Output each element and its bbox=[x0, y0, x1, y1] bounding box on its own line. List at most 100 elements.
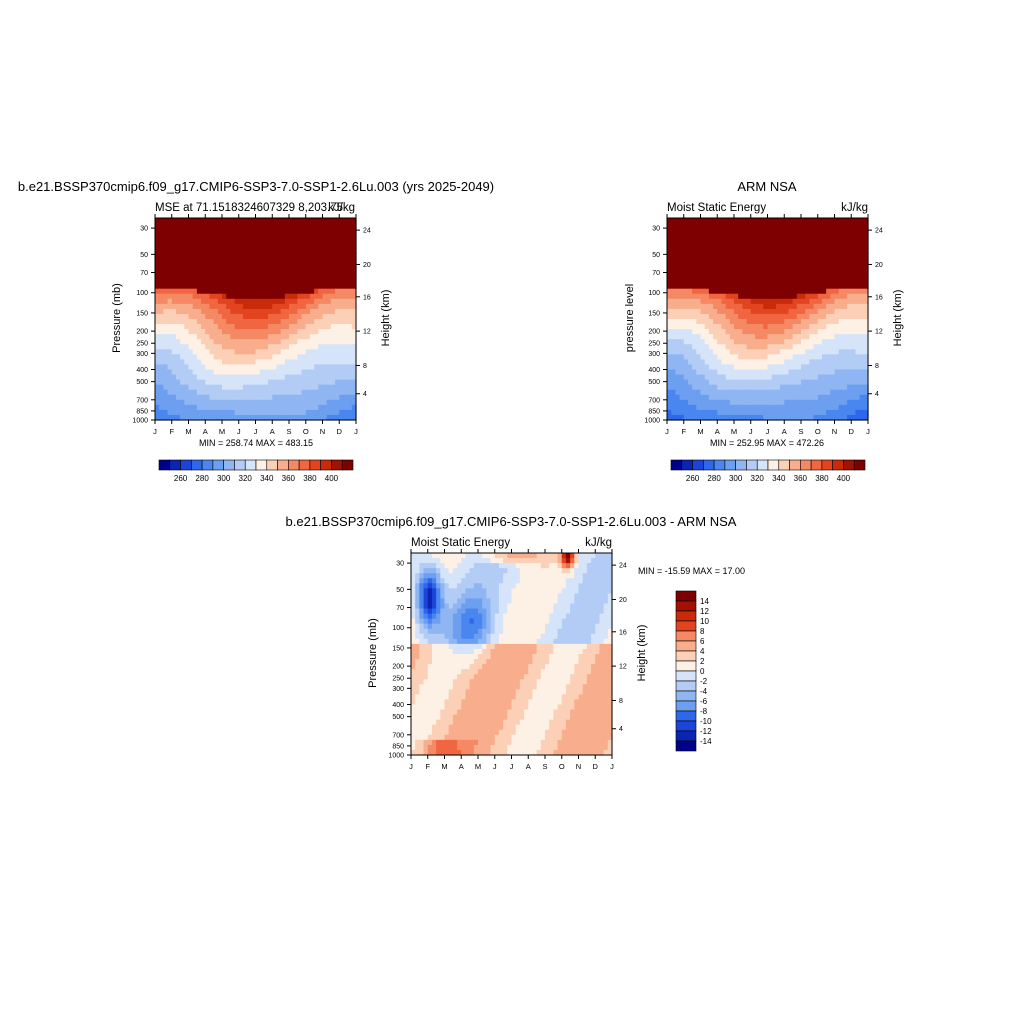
contour-cell bbox=[696, 359, 702, 366]
contour-cell bbox=[683, 313, 689, 320]
contour-cell bbox=[343, 273, 349, 280]
panel3-title: b.e21.BSSP370cmip6.f09_g17.CMIP6-SSP3-7.… bbox=[286, 514, 737, 529]
month-tick-label: A bbox=[203, 427, 208, 436]
contour-cell bbox=[330, 399, 336, 406]
contour-cell bbox=[436, 633, 441, 640]
contour-cell bbox=[259, 409, 265, 416]
contour-cell bbox=[289, 313, 294, 320]
contour-cell bbox=[721, 354, 727, 360]
contour-cell bbox=[796, 273, 802, 280]
contour-cell bbox=[280, 228, 286, 234]
contour-cell bbox=[284, 379, 290, 386]
contour-cell bbox=[792, 359, 798, 366]
contour-cell bbox=[842, 374, 848, 381]
contour-cell bbox=[586, 608, 592, 615]
contour-cell bbox=[855, 339, 861, 345]
contour-cell bbox=[247, 273, 252, 280]
contour-cell bbox=[347, 369, 353, 376]
contour-cell bbox=[247, 288, 252, 295]
contour-cell bbox=[280, 359, 286, 366]
contour-cell bbox=[683, 354, 689, 360]
contour-cell bbox=[595, 568, 601, 574]
contour-cell bbox=[805, 273, 810, 280]
contour-cell bbox=[436, 573, 441, 579]
contour-cell bbox=[671, 344, 676, 350]
contour-cell bbox=[494, 573, 500, 579]
contour-cell bbox=[826, 399, 831, 406]
contour-cell bbox=[507, 628, 513, 635]
contour-cell bbox=[192, 248, 198, 254]
contour-cell bbox=[729, 273, 735, 280]
contour-cell bbox=[318, 253, 324, 259]
contour-cell bbox=[163, 354, 169, 360]
contour-cell bbox=[734, 263, 739, 270]
contour-cell bbox=[696, 228, 702, 234]
pressure-tick-label: 300 bbox=[648, 351, 660, 358]
contour-cell bbox=[821, 384, 827, 391]
contour-cell bbox=[788, 414, 794, 421]
contour-cell bbox=[675, 404, 681, 411]
contour-cell bbox=[423, 638, 429, 645]
contour-cell bbox=[411, 598, 416, 605]
contour-cell bbox=[842, 278, 848, 285]
contour-cell bbox=[427, 568, 433, 574]
contour-cell bbox=[578, 563, 584, 569]
contour-cell bbox=[813, 394, 819, 401]
contour-cell bbox=[196, 218, 202, 224]
contour-cell bbox=[280, 404, 286, 411]
contour-cell bbox=[847, 404, 852, 411]
contour-cell bbox=[171, 223, 177, 229]
contour-cell bbox=[540, 608, 546, 615]
contour-cell bbox=[717, 394, 723, 401]
contour-cell bbox=[314, 233, 319, 239]
contour-cell bbox=[436, 608, 441, 615]
contour-cell bbox=[440, 598, 446, 605]
contour-cell bbox=[578, 593, 584, 600]
contour-cell bbox=[704, 354, 710, 360]
contour-cell bbox=[205, 228, 211, 234]
month-tick-label: J bbox=[237, 427, 241, 436]
contour-cell bbox=[293, 324, 298, 330]
contour-cell bbox=[293, 394, 298, 401]
contour-cell bbox=[247, 404, 252, 411]
contour-cell bbox=[255, 379, 261, 386]
contour-cell bbox=[847, 243, 852, 249]
contour-cell bbox=[696, 334, 702, 340]
contour-cell bbox=[847, 228, 852, 234]
contour-cell bbox=[734, 329, 739, 335]
contour-cell bbox=[729, 303, 735, 310]
contour-cell bbox=[721, 344, 727, 350]
contour-cell bbox=[570, 643, 575, 650]
contour-cell bbox=[276, 384, 282, 391]
contour-cell bbox=[201, 268, 206, 275]
contour-cell bbox=[276, 334, 282, 340]
contour-cell bbox=[842, 248, 848, 254]
contour-cell bbox=[805, 263, 810, 270]
contour-cell bbox=[167, 319, 173, 325]
contour-cell bbox=[754, 319, 760, 325]
contour-cell bbox=[725, 319, 731, 325]
contour-cell bbox=[582, 563, 588, 569]
contour-cell bbox=[318, 374, 324, 381]
contour-cell bbox=[775, 253, 781, 259]
contour-cell bbox=[423, 578, 429, 584]
contour-cell bbox=[775, 379, 781, 386]
contour-cell bbox=[259, 283, 265, 290]
contour-cell bbox=[830, 394, 836, 401]
contour-cell bbox=[461, 558, 467, 564]
contour-cell bbox=[788, 218, 794, 224]
contour-cell bbox=[738, 394, 743, 401]
contour-cell bbox=[855, 313, 861, 320]
contour-cell bbox=[679, 288, 685, 295]
contour-cell bbox=[503, 558, 508, 564]
contour-cell bbox=[767, 369, 773, 376]
contour-cell bbox=[603, 603, 609, 610]
contour-cell bbox=[251, 298, 257, 305]
contour-cell bbox=[775, 339, 781, 345]
contour-cell bbox=[759, 283, 764, 290]
contour-cell bbox=[679, 253, 685, 259]
contour-cell bbox=[767, 384, 773, 391]
contour-cell bbox=[847, 283, 852, 290]
contour-cell bbox=[268, 404, 273, 411]
contour-cell bbox=[729, 389, 735, 396]
